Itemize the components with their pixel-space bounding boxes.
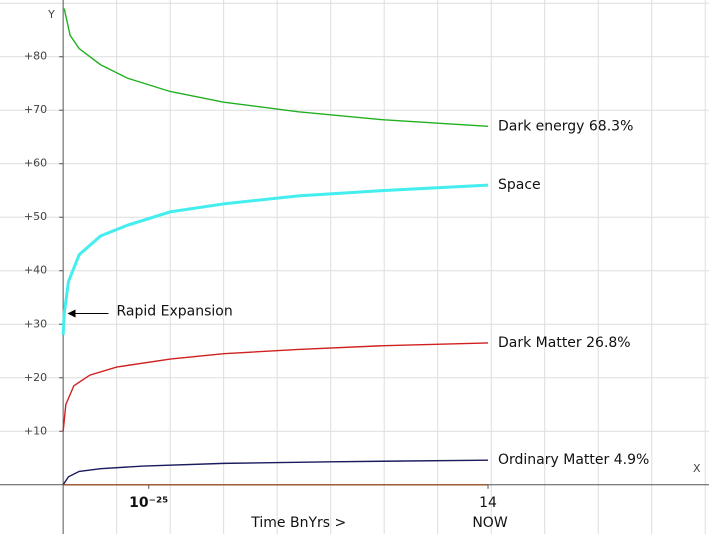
y-axis-label: Y: [47, 8, 55, 21]
y-tick-label: +60: [24, 157, 47, 170]
series-label: Space: [498, 177, 541, 193]
x-tick-label: 14: [479, 495, 497, 511]
x-axis-label: X: [693, 462, 701, 475]
annotation: NOW: [472, 515, 507, 531]
series-label: Ordinary Matter 4.9%: [498, 452, 649, 468]
annotation: Rapid Expansion: [116, 304, 232, 320]
y-tick-label: +50: [24, 210, 47, 223]
y-tick-label: +20: [24, 371, 47, 384]
series-line: [62, 342, 489, 432]
y-tick-label: +70: [24, 103, 47, 116]
series-label: Dark Matter 26.8%: [498, 335, 631, 351]
y-tick-label: +30: [24, 317, 47, 330]
y-tick-label: +10: [24, 424, 47, 437]
x-tick-label: 10⁻²⁵: [129, 495, 168, 511]
series-label: Dark energy 68.3%: [498, 118, 633, 134]
y-tick-label: +80: [24, 50, 47, 63]
series-line: [62, 459, 489, 486]
x-title: Time BnYrs >: [250, 515, 346, 531]
y-tick-label: +40: [24, 264, 47, 277]
series-line: [63, 8, 489, 127]
series-line: [61, 183, 489, 336]
